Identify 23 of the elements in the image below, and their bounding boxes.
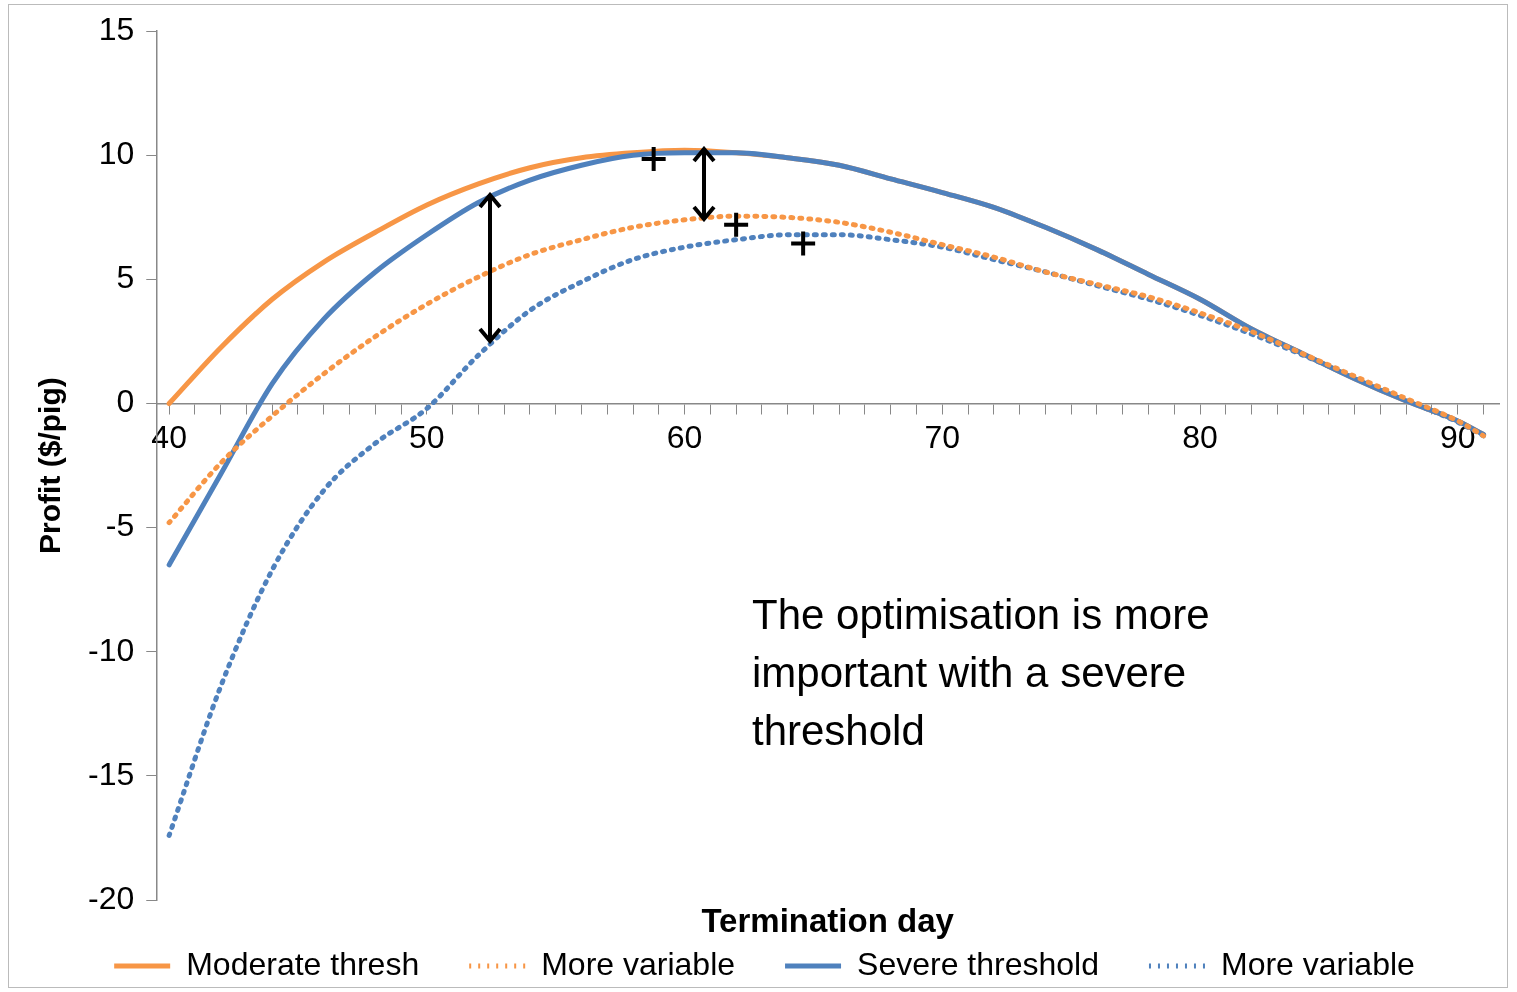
x-tick-label: 80 bbox=[1182, 418, 1218, 455]
legend-label: More variable bbox=[541, 945, 736, 982]
point bbox=[724, 212, 749, 237]
legend-label: Severe threshold bbox=[857, 945, 1099, 982]
legend-label: More variable bbox=[1220, 945, 1415, 982]
x-tick-label: 60 bbox=[666, 418, 703, 455]
y-tick-label: 10 bbox=[98, 135, 135, 172]
y-tick-label: -15 bbox=[88, 755, 135, 792]
y-tick-label: -5 bbox=[105, 507, 135, 544]
x-tick-label: 50 bbox=[409, 418, 445, 455]
y-tick-label: -10 bbox=[88, 631, 135, 668]
point bbox=[641, 147, 666, 172]
point bbox=[791, 231, 816, 256]
annotation: The optimisation is more important with a severe threshold bbox=[752, 590, 1211, 756]
y-tick-label: 15 bbox=[98, 11, 135, 48]
y-axis-title: Profit ($/pig) bbox=[33, 377, 67, 554]
y-tick-label: 0 bbox=[116, 383, 135, 420]
x-tick-label: 40 bbox=[151, 418, 187, 455]
y-tick-label: -20 bbox=[88, 879, 135, 916]
x-tick-label: 70 bbox=[924, 418, 961, 455]
legend-label: Moderate thresh bbox=[186, 945, 420, 982]
y-tick-label: 5 bbox=[116, 259, 135, 296]
x-axis-title: Termination day bbox=[701, 901, 955, 939]
